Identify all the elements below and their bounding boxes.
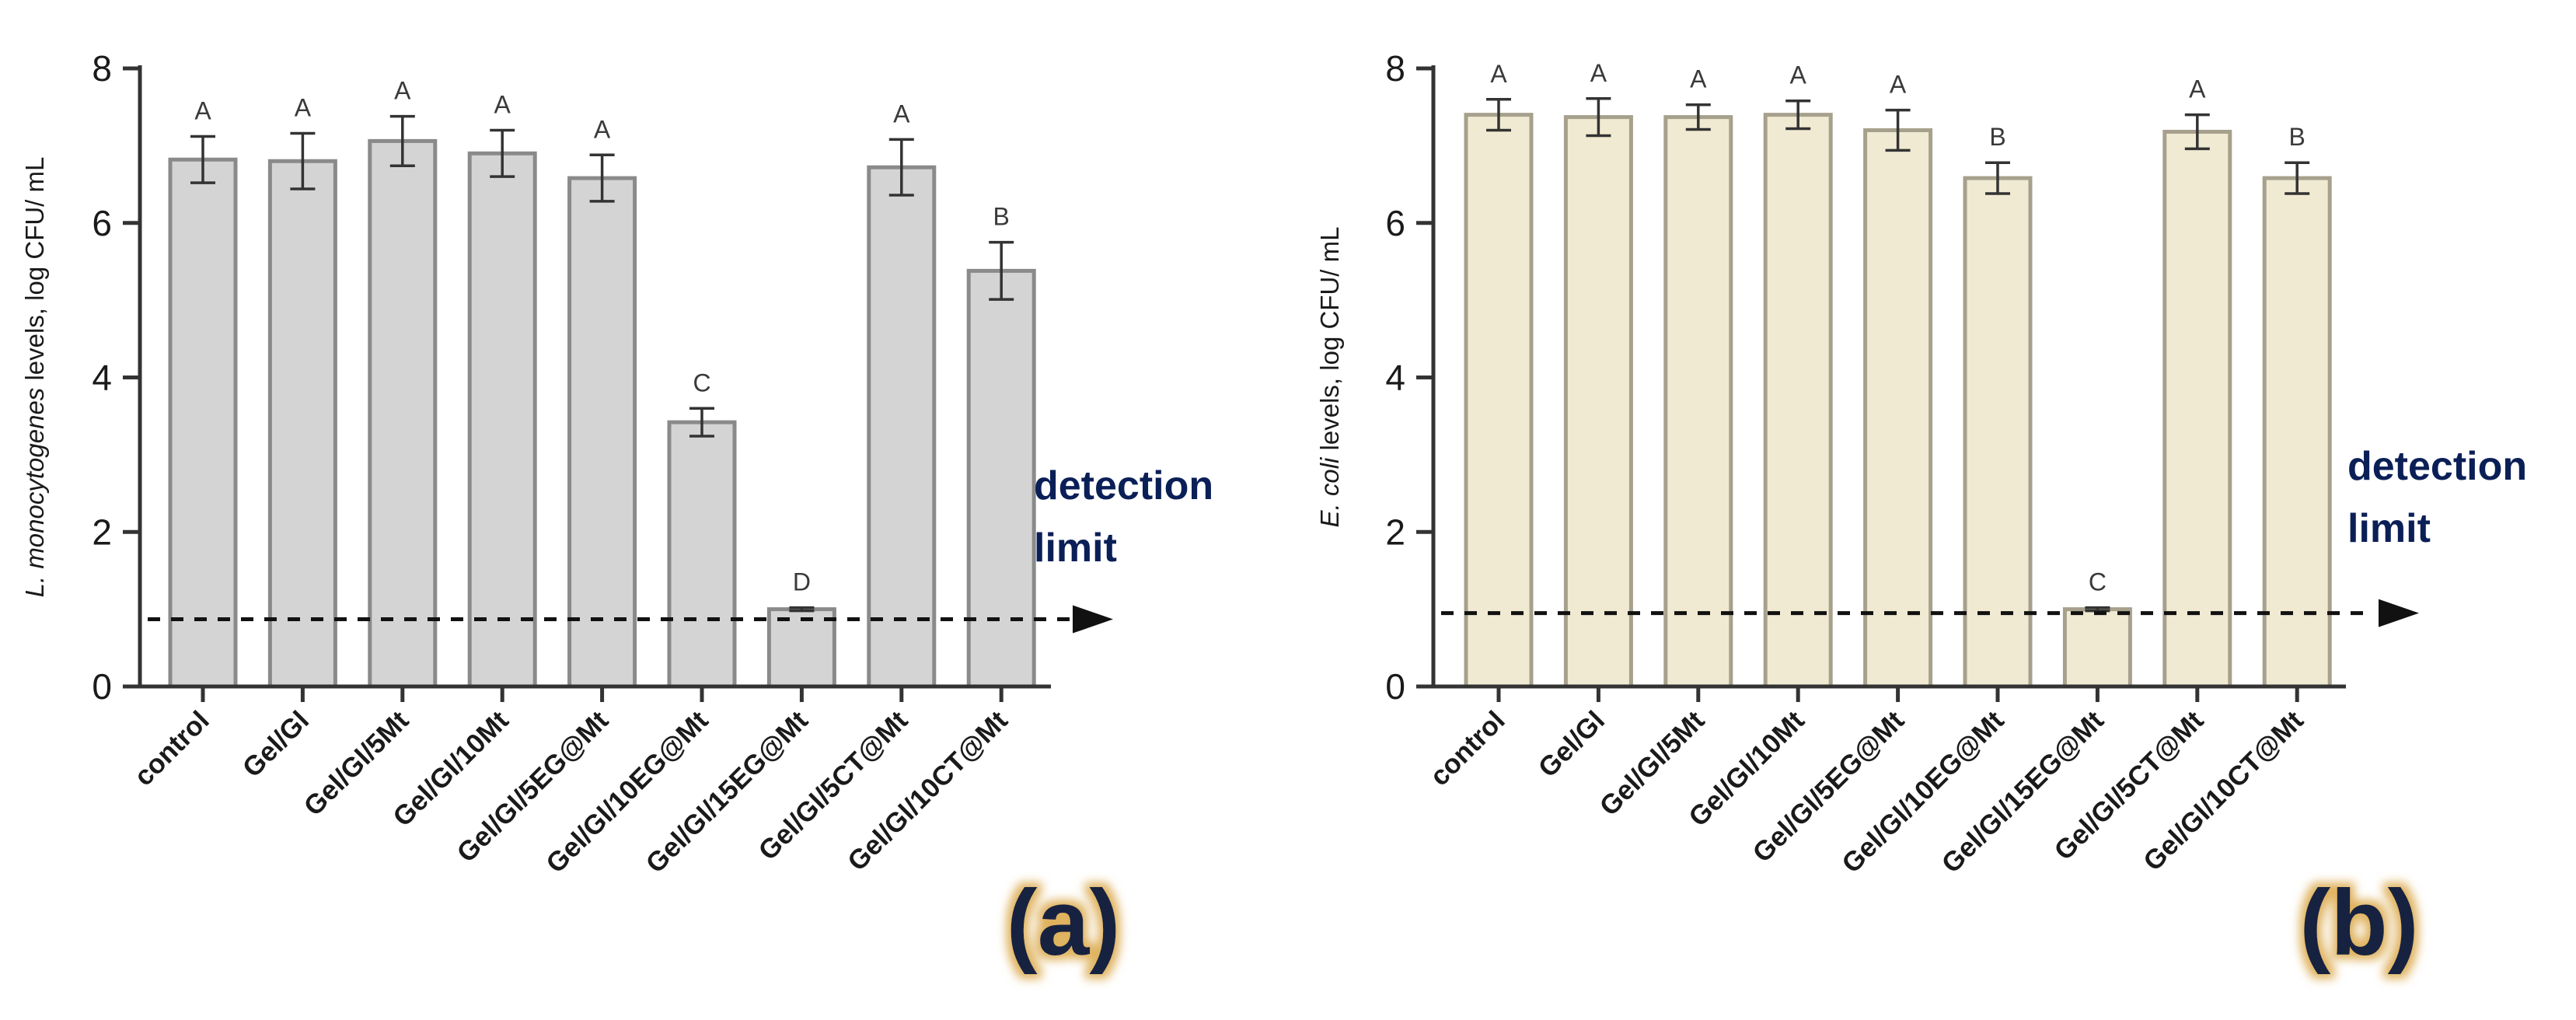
- detection-limit-label: detection: [1034, 463, 1213, 508]
- y-tick-label: 2: [92, 512, 112, 552]
- bar: [2062, 607, 2132, 689]
- x-tick-label: Gel/Gl: [237, 705, 315, 783]
- significance-letter: B: [993, 203, 1010, 231]
- bar: [966, 268, 1036, 689]
- detection-limit-label: detection: [2347, 444, 2527, 489]
- bar: [567, 176, 637, 689]
- y-axis-label-organism: L. monocytogenes: [20, 388, 49, 598]
- y-tick-label: 4: [92, 358, 112, 398]
- bar: [2162, 129, 2232, 689]
- bar: [1563, 115, 1633, 689]
- significance-letter: A: [194, 96, 211, 124]
- bar: [1963, 176, 2033, 689]
- bar: [1763, 113, 1833, 689]
- y-tick-label: 6: [92, 203, 112, 243]
- significance-letter: A: [494, 91, 511, 119]
- bar: [1464, 113, 1534, 689]
- significance-letter: D: [793, 568, 811, 596]
- bar: [2262, 176, 2332, 689]
- y-tick-label: 6: [1385, 203, 1405, 243]
- detection-limit-arrow: [1073, 605, 1113, 634]
- y-axis-label: L. monocytogenes levels, log CFU/ mL: [20, 157, 49, 598]
- significance-letter: A: [1690, 65, 1707, 93]
- y-tick-label: 4: [1385, 358, 1405, 398]
- panel-label: (b): [2299, 871, 2418, 975]
- y-axis-label-units: levels, log CFU/ mL: [20, 157, 49, 388]
- y-axis-label: E. coli levels, log CFU/ mL: [1315, 227, 1344, 528]
- significance-letter: A: [594, 115, 611, 143]
- x-tick-label: control: [1424, 705, 1510, 791]
- significance-letter: A: [1590, 59, 1607, 87]
- y-axis-label-organism: E. coli: [1315, 456, 1344, 528]
- significance-letter: A: [394, 77, 411, 105]
- panel-label: (a): [1007, 871, 1121, 975]
- bar: [667, 420, 737, 689]
- y-tick-label: 8: [1385, 48, 1405, 89]
- y-tick-label: 0: [1385, 666, 1405, 707]
- bar: [168, 157, 238, 689]
- y-axis-label-units: levels, log CFU/ mL: [1315, 227, 1344, 458]
- bar: [1863, 128, 1933, 689]
- y-tick-label: 2: [1385, 512, 1405, 552]
- x-tick-label: Gel/Gl: [1533, 705, 1611, 783]
- significance-letter: C: [2089, 568, 2107, 596]
- significance-letter: A: [1890, 71, 1907, 99]
- significance-letter: A: [1490, 60, 1507, 88]
- detection-limit-label: limit: [1034, 526, 1117, 571]
- significance-letter: B: [1989, 123, 2005, 151]
- y-tick-label: 8: [92, 48, 112, 89]
- x-tick-label: control: [128, 705, 215, 791]
- significance-letter: B: [2289, 123, 2305, 151]
- significance-letter: A: [295, 93, 312, 121]
- bar: [867, 165, 937, 689]
- bar: [1663, 115, 1733, 689]
- y-tick-label: 0: [92, 666, 112, 707]
- significance-letter: A: [893, 100, 910, 128]
- significance-letter: A: [1790, 61, 1807, 89]
- detection-limit-label: limit: [2347, 506, 2431, 551]
- significance-letter: C: [693, 369, 710, 396]
- significance-letter: A: [2189, 75, 2206, 103]
- bar: [467, 151, 537, 689]
- bar: [267, 159, 337, 689]
- detection-limit-arrow: [2379, 599, 2419, 627]
- bar: [368, 138, 438, 689]
